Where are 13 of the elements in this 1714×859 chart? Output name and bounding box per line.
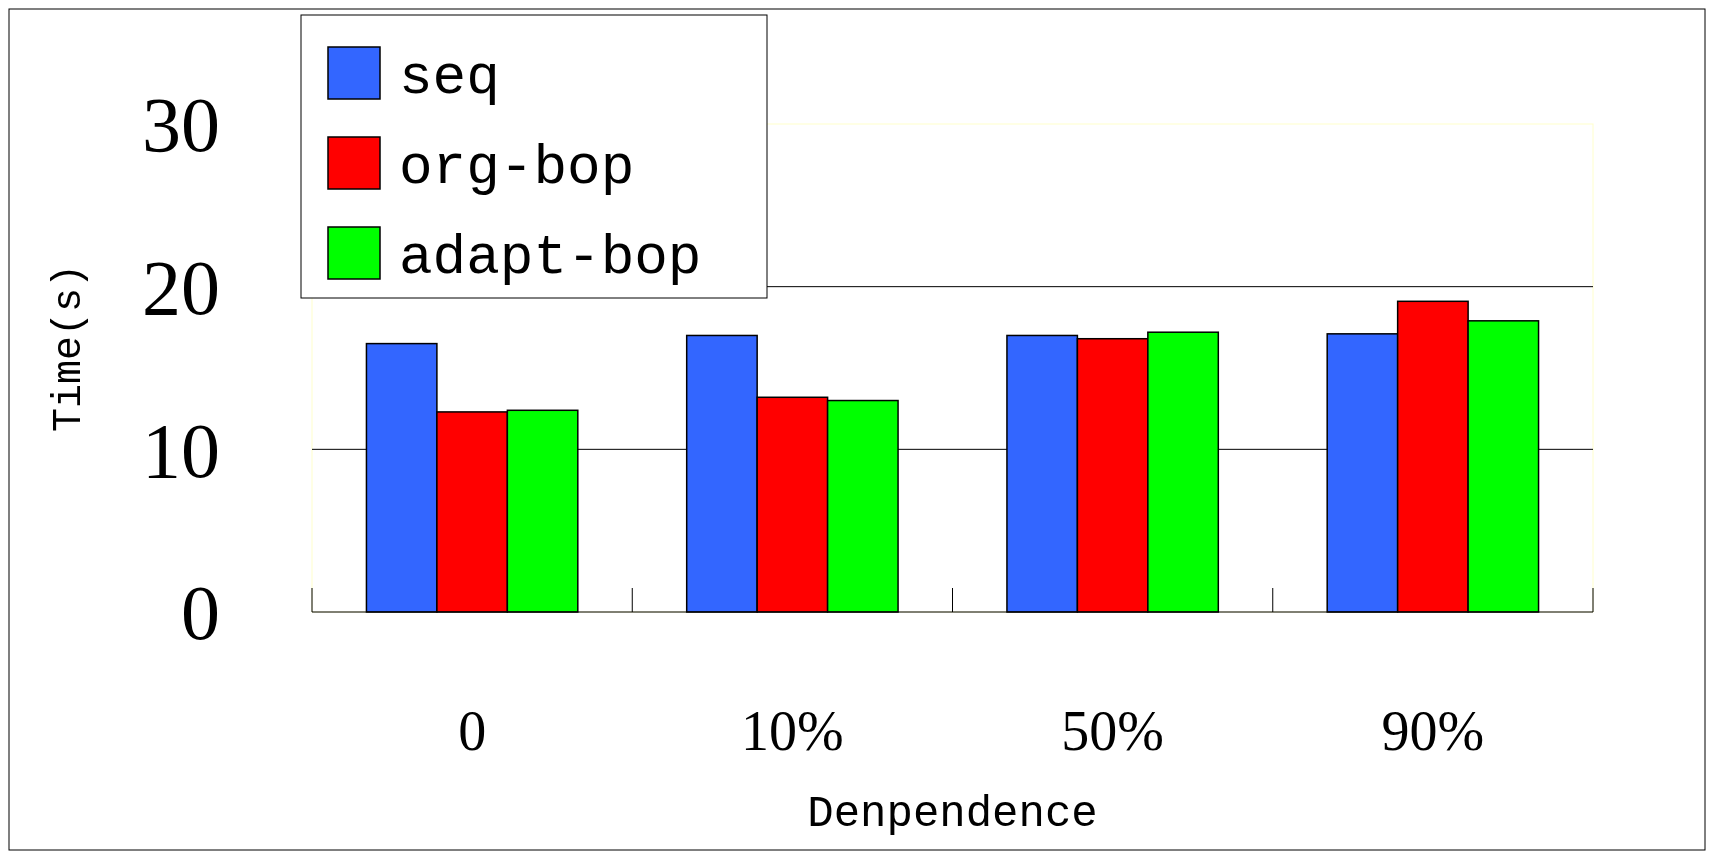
legend-label: org-bop bbox=[399, 135, 635, 200]
y-axis-title: Time(s) bbox=[47, 263, 92, 433]
legend-label: adapt-bop bbox=[399, 225, 702, 290]
x-axis-title: Denpendence bbox=[807, 789, 1098, 839]
x-tick-label: 0 bbox=[458, 700, 487, 762]
y-tick-label: 10 bbox=[142, 406, 220, 494]
y-tick-label: 20 bbox=[142, 243, 220, 331]
x-tick-label: 90% bbox=[1381, 700, 1485, 762]
y-tick-label: 0 bbox=[181, 569, 220, 657]
y-tick-label: 30 bbox=[142, 81, 220, 169]
legend-label: seq bbox=[399, 45, 500, 110]
x-tick-label: 10% bbox=[741, 700, 844, 762]
x-tick-label: 50% bbox=[1061, 700, 1164, 762]
